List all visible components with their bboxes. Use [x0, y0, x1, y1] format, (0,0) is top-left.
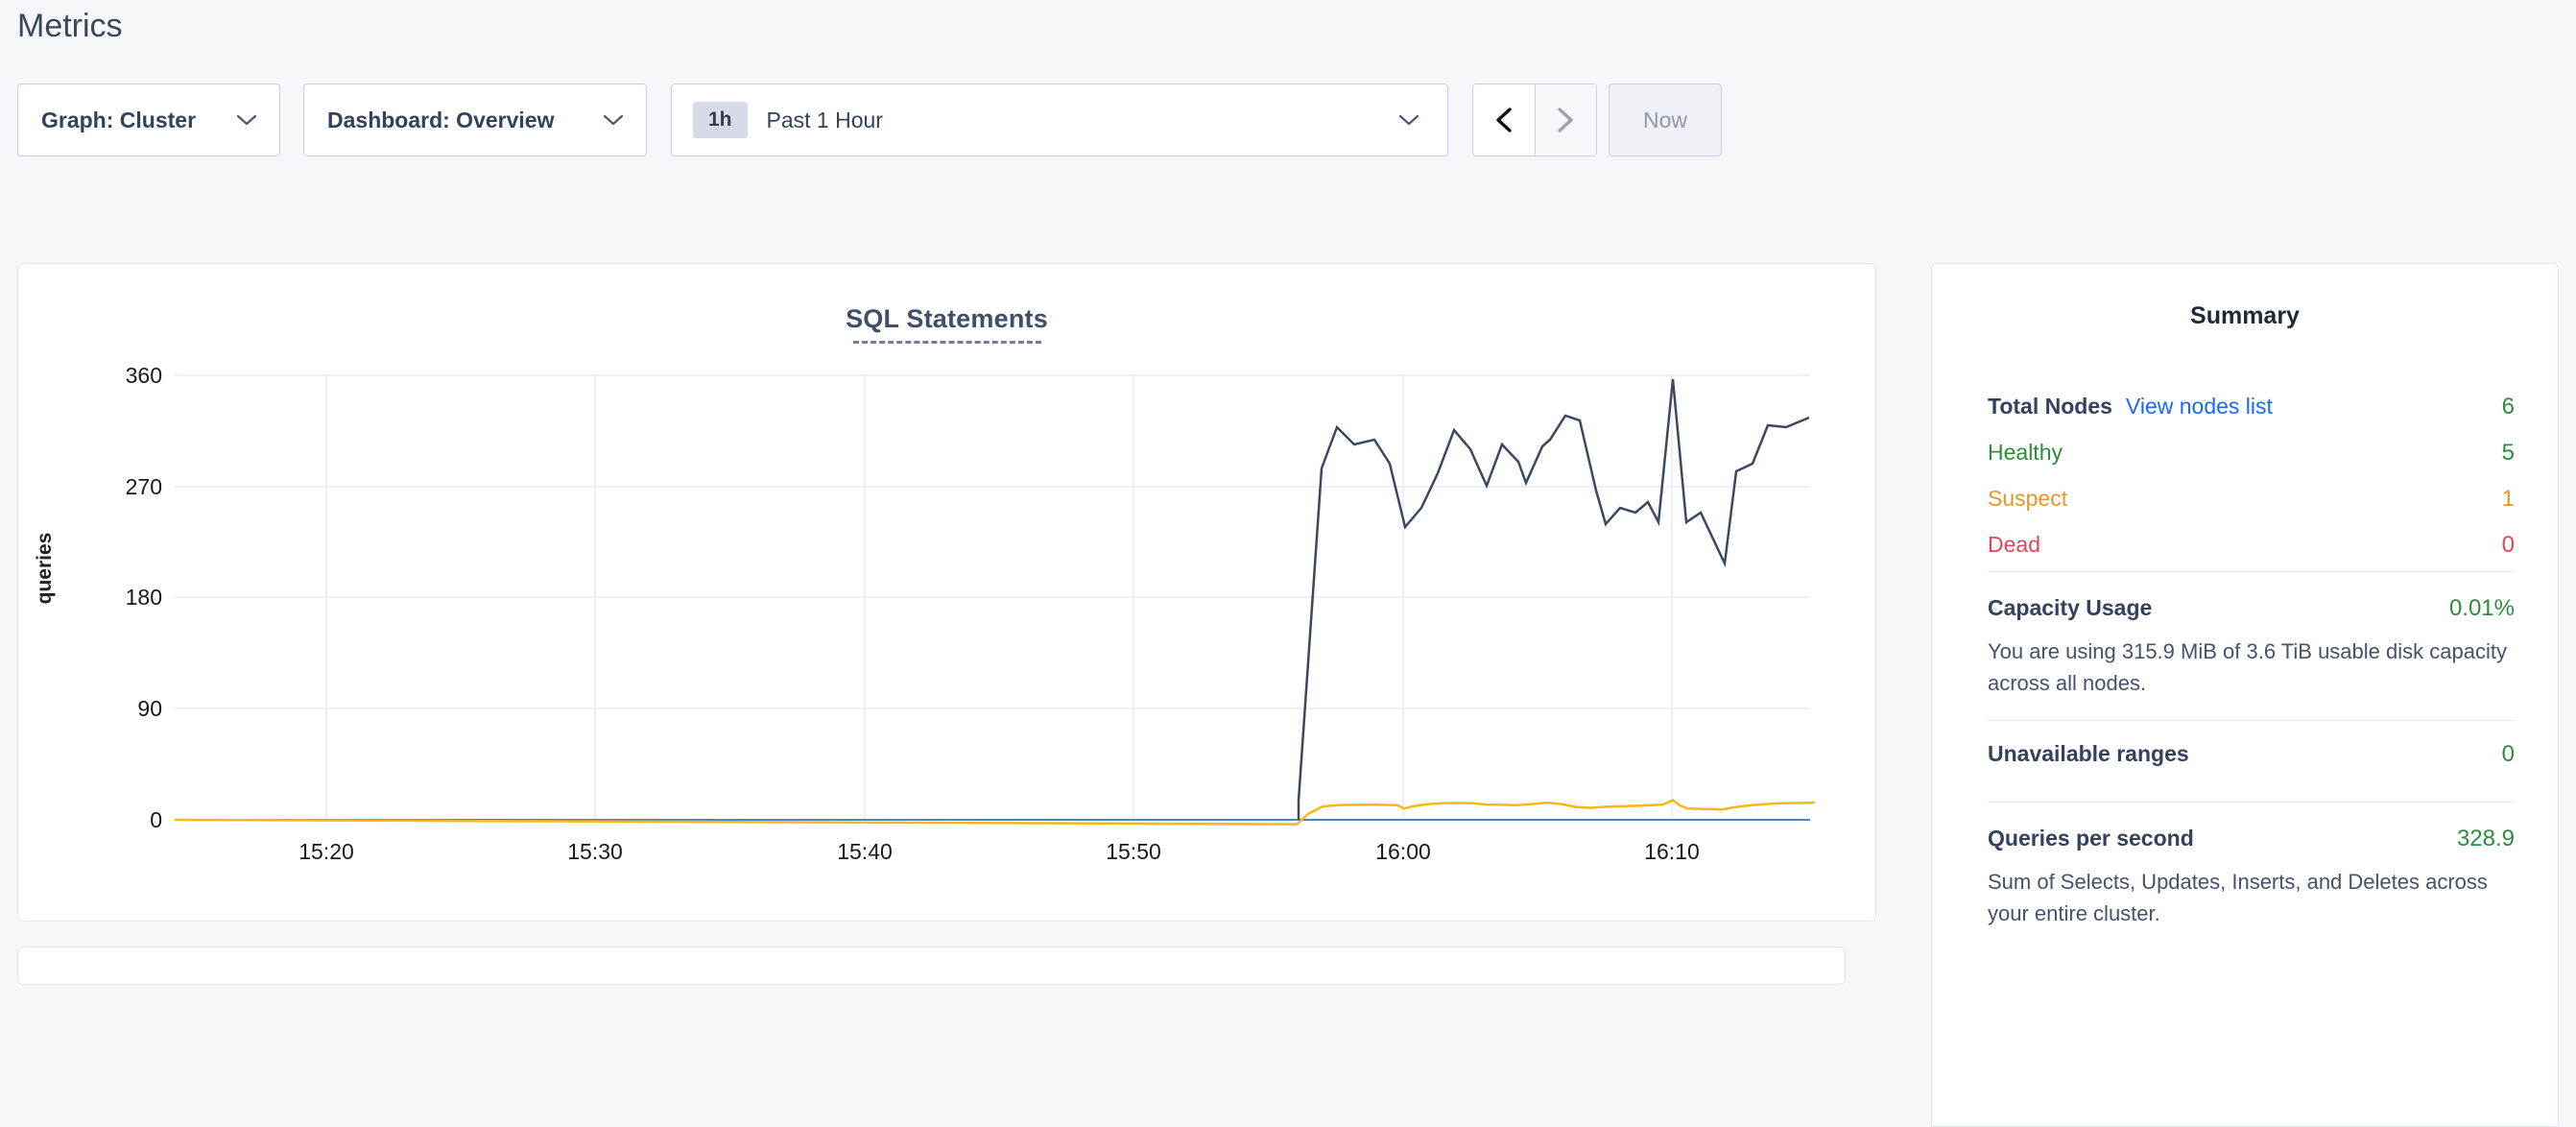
- svg-text:15:30: 15:30: [567, 839, 623, 864]
- svg-text:15:50: 15:50: [1106, 839, 1161, 864]
- svg-text:16:10: 16:10: [1644, 839, 1700, 864]
- svg-text:16:00: 16:00: [1375, 839, 1431, 864]
- svg-text:15:20: 15:20: [298, 839, 354, 864]
- svg-text:queries: queries: [34, 533, 56, 605]
- svg-text:90: 90: [137, 696, 162, 721]
- svg-text:270: 270: [126, 474, 162, 499]
- svg-text:15:40: 15:40: [837, 839, 893, 864]
- svg-text:360: 360: [126, 363, 162, 388]
- svg-text:0: 0: [150, 807, 162, 832]
- svg-text:180: 180: [126, 585, 162, 610]
